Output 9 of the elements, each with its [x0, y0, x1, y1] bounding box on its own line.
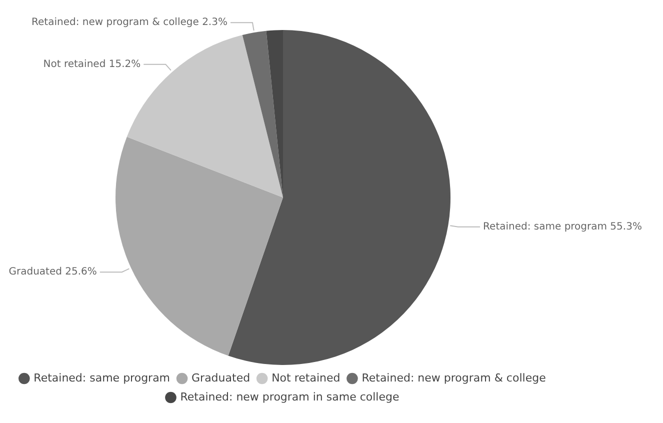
- legend-label: Not retained: [272, 371, 340, 384]
- legend-label: Graduated: [192, 371, 250, 384]
- legend-label: Retained: new program & college: [362, 371, 546, 384]
- category-label: Graduated 25.6%: [8, 266, 97, 278]
- category-label: Not retained 15.2%: [43, 58, 141, 70]
- legend-label: Retained: same program: [34, 371, 170, 384]
- category-label: Retained: same program 55.3%: [483, 222, 642, 233]
- legend-label: Retained: new program in same college: [180, 390, 400, 404]
- category-label: Retained: new program & college 2.3%: [32, 17, 228, 28]
